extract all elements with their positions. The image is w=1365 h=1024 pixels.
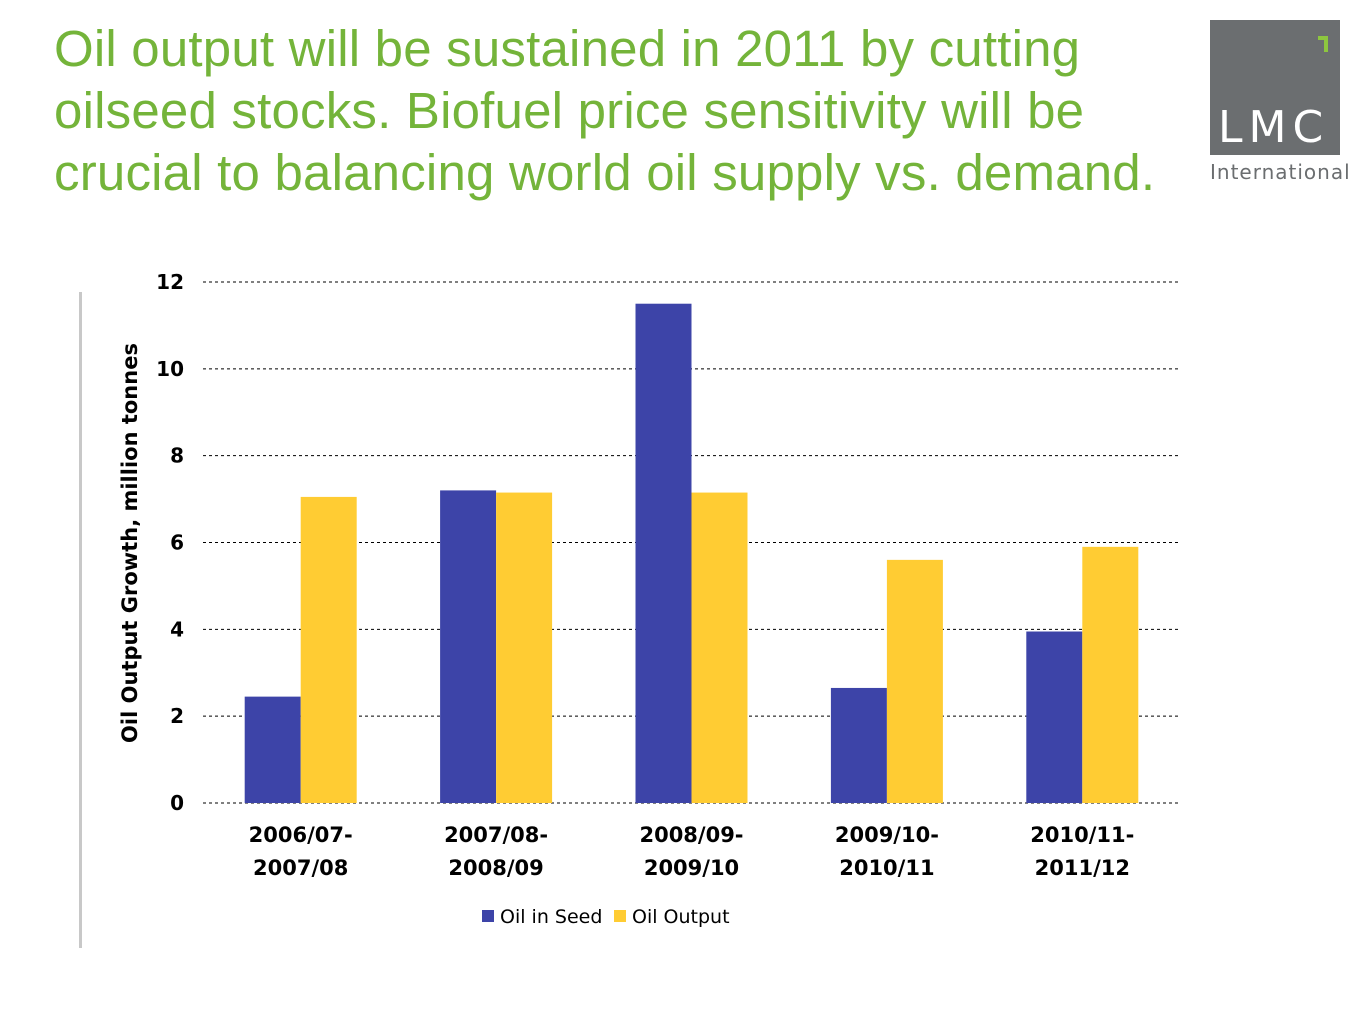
- y-tick-label: 10: [156, 357, 184, 381]
- y-tick-label: 0: [170, 791, 184, 815]
- bar-oil-in-seed: [1026, 631, 1083, 803]
- bar-oil-output: [691, 492, 748, 803]
- x-tick-label: 2008/09: [448, 856, 543, 880]
- bar-oil-output: [496, 492, 553, 803]
- y-tick-label: 2: [170, 704, 184, 728]
- lmc-logo: [1210, 20, 1340, 155]
- y-axis-label: Oil Output Growth, million tonnes: [118, 343, 142, 743]
- logo-wordmark: LMC: [1218, 102, 1330, 153]
- x-tick-label: 2007/08: [253, 856, 348, 880]
- bar-oil-in-seed: [244, 696, 301, 803]
- x-tick-label: 2008/09-: [639, 823, 743, 847]
- legend-swatch: [482, 910, 494, 922]
- x-tick-label: 2010/11-: [1030, 823, 1134, 847]
- bar-oil-in-seed: [440, 490, 497, 803]
- slide-title: Oil output will be sustained in 2011 by …: [54, 18, 1174, 204]
- bar-oil-output: [1082, 546, 1139, 803]
- x-tick-label: 2006/07-: [249, 823, 353, 847]
- legend-swatch: [614, 910, 626, 922]
- y-tick-label: 6: [170, 531, 184, 555]
- bar-oil-output: [300, 496, 357, 803]
- legend-label: Oil in Seed: [500, 906, 602, 928]
- y-tick-label: 12: [156, 270, 184, 294]
- x-tick-label: 2010/11: [839, 856, 934, 880]
- slide-divider: [79, 292, 82, 948]
- title-line-3: crucial to balancing world oil supply vs…: [54, 144, 1156, 201]
- x-tick-label: 2011/12: [1035, 856, 1130, 880]
- bar-oil-output: [886, 559, 943, 803]
- y-tick-label: 8: [170, 444, 184, 468]
- x-tick-label: 2007/08-: [444, 823, 548, 847]
- bar-oil-in-seed: [830, 687, 887, 803]
- x-tick-label: 2009/10: [644, 856, 739, 880]
- title-line-1: Oil output will be sustained in 2011 by …: [54, 20, 1081, 77]
- legend-label: Oil Output: [632, 906, 730, 928]
- logo-subtitle: International: [1210, 160, 1351, 184]
- title-line-2: oilseed stocks. Biofuel price sensitivit…: [54, 82, 1085, 139]
- y-tick-label: 4: [170, 617, 184, 641]
- bar-oil-in-seed: [635, 303, 692, 803]
- logo-corner-icon: [1318, 36, 1328, 52]
- x-tick-label: 2009/10-: [835, 823, 939, 847]
